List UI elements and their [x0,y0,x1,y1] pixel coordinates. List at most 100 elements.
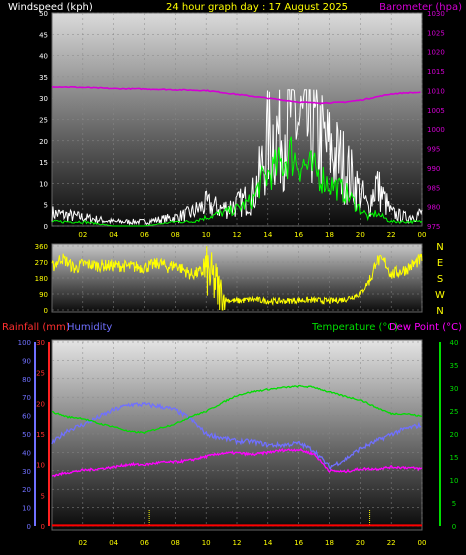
baro-tick-label: 1025 [427,29,445,37]
temp-grid [34,341,441,527]
time-tick-label: 04 [109,539,118,547]
time-tick-label: 06 [140,539,149,547]
wind-tick-label: 45 [39,31,48,39]
time-tick-label: 22 [387,539,396,547]
humidity-tick-label: 0 [27,523,31,531]
baro-tick-label: 1005 [427,107,445,115]
time-tick-label: 02 [78,231,87,239]
series-temperature [51,384,423,435]
baro-tick-label: 990 [427,165,440,173]
temp-tick-label: 25 [450,408,459,416]
rain-tick-label: 25 [36,370,45,378]
time-tick-label: 08 [171,539,180,547]
compass-label: E [437,258,443,269]
baro-tick-label: 995 [427,146,440,154]
time-tick-label: 14 [263,539,272,547]
rain-tick-label: 20 [36,400,45,408]
direction-tick-label: 90 [39,291,48,299]
temp-tick-label: 0 [452,523,456,531]
compass-label: N [436,306,443,317]
series-dew-point [51,447,423,478]
baro-title: Barometer (hpa) [379,2,462,13]
date-title: 24 hour graph day : 17 August 2025 [166,2,348,13]
time-tick-label: 02 [78,539,87,547]
rain-tick-label: 30 [36,339,45,347]
baro-tick-label: 1030 [427,10,445,18]
time-tick-label: 06 [140,231,149,239]
humidity-tick-label: 40 [22,449,31,457]
wind-tick-label: 30 [39,95,48,103]
temp-tick-label: 30 [450,385,459,393]
temp-tick-label: 5 [452,500,456,508]
time-tick-label: 04 [109,231,118,239]
time-tick-label: 00 [418,231,427,239]
humidity-tick-label: 10 [22,505,31,513]
time-tick-label: 00 [418,539,427,547]
wind-tick-label: 35 [39,74,48,82]
humidity-tick-label: 20 [22,486,31,494]
humidity-title: Humidity [67,322,112,333]
time-tick-label: 16 [294,231,303,239]
time-tick-label: 10 [202,539,211,547]
temp-tick-label: 10 [450,477,459,485]
humidity-tick-label: 30 [22,468,31,476]
compass-label: S [437,274,443,285]
humidity-tick-label: 90 [22,357,31,365]
series-humidity [51,401,422,471]
direction-ticks: 0 N 90 W 180 S 270 E 360 N [35,242,445,317]
temp-ticks: 0102030405060708090100051015202530051015… [18,339,459,547]
temp-tick-label: 15 [450,454,459,462]
compass-label: N [436,242,443,253]
temp-tick-label: 40 [450,339,459,347]
compass-label: W [435,290,445,301]
wind-tick-label: 5 [44,202,48,210]
time-tick-label: 12 [233,539,242,547]
time-tick-label: 10 [202,231,211,239]
rain-title: Rainfall (mm) [2,322,70,333]
temp-tick-label: 20 [450,431,459,439]
wind-ticks: 0510152025303540455097598098599099510001… [39,10,445,239]
wind-title: Windspeed (kph) [8,2,93,13]
humidity-tick-label: 70 [22,394,31,402]
rain-tick-label: 5 [41,492,45,500]
direction-tick-label: 270 [35,259,48,267]
wind-tick-label: 40 [39,53,48,61]
rain-tick-label: 0 [41,523,45,531]
humidity-tick-label: 100 [18,339,31,347]
direction-tick-label: 360 [35,243,48,251]
baro-tick-label: 1015 [427,68,445,76]
wind-tick-label: 0 [44,223,48,231]
wind-tick-label: 15 [39,159,48,167]
temp-title: Temperature (°C) [311,322,398,333]
dew-title: Dew Point (°C) [389,322,462,333]
wind-tick-label: 50 [39,10,48,18]
wind-tick-label: 25 [39,117,48,125]
humidity-tick-label: 50 [22,431,31,439]
series-barometer [51,85,421,105]
temp-tick-label: 35 [450,362,459,370]
baro-tick-label: 1010 [427,87,445,95]
wind-tick-label: 10 [39,180,48,188]
baro-tick-label: 980 [427,204,440,212]
series-average-wind [51,136,423,227]
wind-tick-label: 20 [39,138,48,146]
direction-series [51,246,423,311]
time-tick-label: 20 [356,539,365,547]
time-tick-label: 22 [387,231,396,239]
time-tick-label: 20 [356,231,365,239]
rain-tick-label: 15 [36,431,45,439]
humidity-tick-label: 60 [22,413,31,421]
time-tick-label: 08 [171,231,180,239]
baro-tick-label: 1020 [427,49,445,57]
direction-tick-label: 0 [44,307,48,315]
baro-tick-label: 985 [427,184,440,192]
time-tick-label: 18 [325,539,334,547]
time-tick-label: 12 [233,231,242,239]
time-tick-label: 18 [325,231,334,239]
rain-tick-label: 10 [36,462,45,470]
humidity-tick-label: 80 [22,376,31,384]
series-wind-direction [51,246,423,311]
time-tick-label: 14 [263,231,272,239]
baro-tick-label: 975 [427,223,440,231]
